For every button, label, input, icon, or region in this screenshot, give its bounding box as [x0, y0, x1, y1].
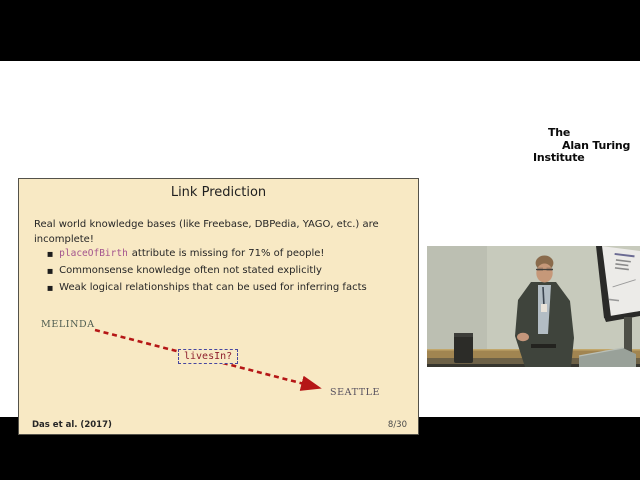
speaker-photo — [427, 246, 640, 367]
logo-line-alan-turing: Alan Turing — [562, 138, 631, 152]
glasses-lens-left — [537, 267, 543, 271]
entity-melinda: MELINDA — [41, 319, 95, 330]
hand — [517, 332, 529, 342]
slide-citation: Das et al. (2017) — [32, 420, 112, 430]
presentation-slide: Link Prediction Real world knowledge bas… — [18, 178, 419, 435]
slide-title: Link Prediction — [170, 185, 267, 200]
video-content-area: The Alan Turing Institute Link Predictio… — [0, 61, 640, 435]
slide-page-number: 8/30 — [387, 420, 407, 430]
bullet-square-icon: ■ — [47, 250, 54, 258]
intro-line-2: incomplete! — [34, 234, 94, 245]
bullet-square-icon: ■ — [47, 267, 54, 275]
monitor-bezel-left — [596, 246, 611, 318]
waste-bin — [454, 333, 473, 363]
wall-shadow — [427, 246, 487, 350]
relation-query-box: livesIn? — [178, 349, 239, 364]
list-item: ■ placeOfBirth attribute is missing for 7… — [47, 248, 407, 265]
glasses-lens-right — [546, 267, 553, 271]
lanyard — [542, 286, 545, 307]
logo-line-institute: Institute — [533, 151, 585, 164]
turing-institute-logo: The Alan Turing Institute — [531, 126, 635, 165]
bullet-text-rest: attribute is missing for 71% of people! — [131, 248, 325, 259]
waste-bin-rim — [454, 333, 473, 337]
list-item: ■ Weak logical relationships that can be… — [47, 282, 407, 299]
intro-line-1: Real world knowledge bases (like Freebas… — [34, 219, 379, 230]
monitor-stand — [624, 317, 632, 355]
bullet-square-icon: ■ — [47, 284, 54, 292]
entity-seattle: SEATTLE — [330, 387, 381, 398]
projected-slide — [608, 252, 636, 302]
laptop-edge — [578, 347, 624, 357]
laptop — [579, 348, 636, 367]
badge — [541, 304, 547, 312]
bullet-text: placeOfBirth attribute is missing for 71%… — [59, 248, 324, 259]
belt — [531, 344, 556, 348]
list-item: ■ Commonsense knowledge often not stated… — [47, 265, 407, 282]
bullet-text: Commonsense knowledge often not stated e… — [59, 265, 322, 276]
speaker-person — [515, 255, 574, 367]
face — [536, 263, 553, 283]
monitor-bezel-bottom — [604, 311, 640, 322]
speaker-scene — [427, 246, 640, 367]
code-token: placeOfBirth — [59, 248, 128, 259]
bullet-text: Weak logical relationships that can be u… — [59, 282, 367, 293]
bullet-list: ■ placeOfBirth attribute is missing for 7… — [47, 248, 407, 299]
slide-intro-text: Real world knowledge bases (like Freebas… — [34, 217, 412, 247]
logo-line-the: The — [548, 126, 571, 139]
